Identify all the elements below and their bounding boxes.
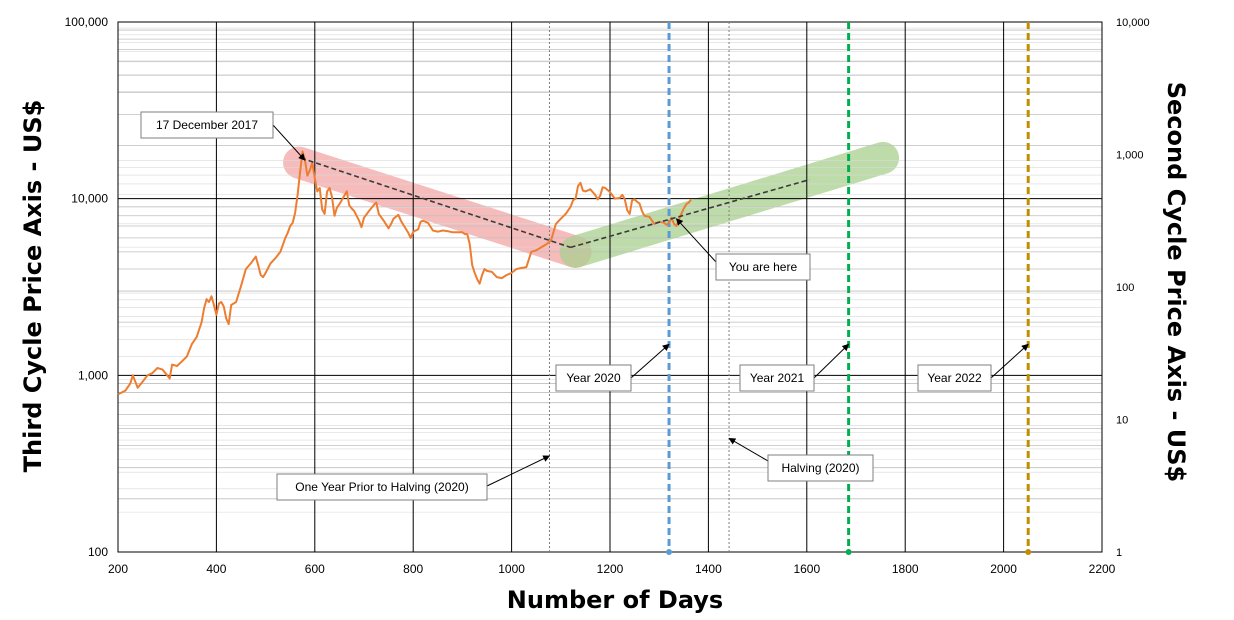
annotation-box-1 xyxy=(715,253,811,281)
x-tick-label: 1000 xyxy=(498,562,525,576)
y-left-tick-label: 100 xyxy=(88,545,108,559)
annotation-box-0 xyxy=(140,111,274,139)
annotation-arrow-3 xyxy=(813,343,850,379)
x-tick-label: 1400 xyxy=(695,562,722,576)
y-left-tick-label: 10,000 xyxy=(71,192,108,206)
annotation-label-4: Year 2022 xyxy=(927,371,982,385)
annotation-label-3: Year 2021 xyxy=(750,371,805,385)
annotation-label-5: One Year Prior to Halving (2020) xyxy=(295,480,468,494)
x-tick-label: 400 xyxy=(206,562,226,576)
y-right-axis-title: Second Cycle Price Axis - US$ xyxy=(1162,82,1190,482)
x-tick-label: 2200 xyxy=(1089,562,1116,576)
annotations: 17 December 2017 You are here Year 2020 Yea… xyxy=(140,111,1029,501)
event-line-marker-4 xyxy=(1025,549,1032,555)
x-tick-label: 800 xyxy=(403,562,423,576)
annotation-label-0: 17 December 2017 xyxy=(156,118,258,132)
event-line-marker-2 xyxy=(666,549,673,555)
grid-lines xyxy=(117,21,1103,553)
annotation-label-2: Year 2020 xyxy=(566,371,621,385)
x-tick-label: 200 xyxy=(108,562,128,576)
series-line-0 xyxy=(117,150,692,396)
annotation-arrow-5 xyxy=(486,455,551,487)
x-tick-label: 600 xyxy=(305,562,325,576)
y-right-tick-label: 1 xyxy=(1116,547,1122,559)
tick-labels: 200 400 600 800 1000 1200 1400 1600 1800 2000 2200… xyxy=(65,15,1150,576)
series-lines xyxy=(117,150,810,396)
annotation-box-5 xyxy=(276,473,488,501)
annotation-arrow-6 xyxy=(728,437,769,462)
annotation-arrow-4 xyxy=(990,343,1029,379)
y-right-tick-label: 100 xyxy=(1116,282,1134,294)
annotation-box-4 xyxy=(917,364,992,392)
series-line-1 xyxy=(300,157,571,249)
y-left-tick-label: 100,000 xyxy=(65,15,109,29)
x-axis-title: Number of Days xyxy=(507,586,723,614)
annotation-label-6: Halving (2020) xyxy=(781,461,859,475)
trend-band-1 xyxy=(559,141,900,268)
y-right-tick-label: 1,000 xyxy=(1116,150,1144,162)
y-right-tick-label: 10,000 xyxy=(1116,17,1150,29)
annotation-arrow-1 xyxy=(675,218,717,263)
y-right-tick-label: 10 xyxy=(1116,415,1128,427)
annotation-box-2 xyxy=(555,364,632,392)
x-tick-label: 2000 xyxy=(990,562,1017,576)
annotation-label-1: You are here xyxy=(729,260,798,274)
series-line-2 xyxy=(570,178,810,249)
y-left-tick-label: 1,000 xyxy=(78,368,108,382)
event-line-marker-3 xyxy=(845,549,852,555)
annotation-box-6 xyxy=(767,454,874,482)
annotation-box-3 xyxy=(739,364,815,392)
x-tick-label: 1200 xyxy=(597,562,624,576)
annotation-arrow-0 xyxy=(272,124,306,161)
x-tick-label: 1600 xyxy=(793,562,820,576)
x-tick-label: 1800 xyxy=(892,562,919,576)
y-left-axis-title: Third Cycle Price Axis - US$ xyxy=(19,100,47,473)
annotation-arrow-2 xyxy=(630,343,670,379)
